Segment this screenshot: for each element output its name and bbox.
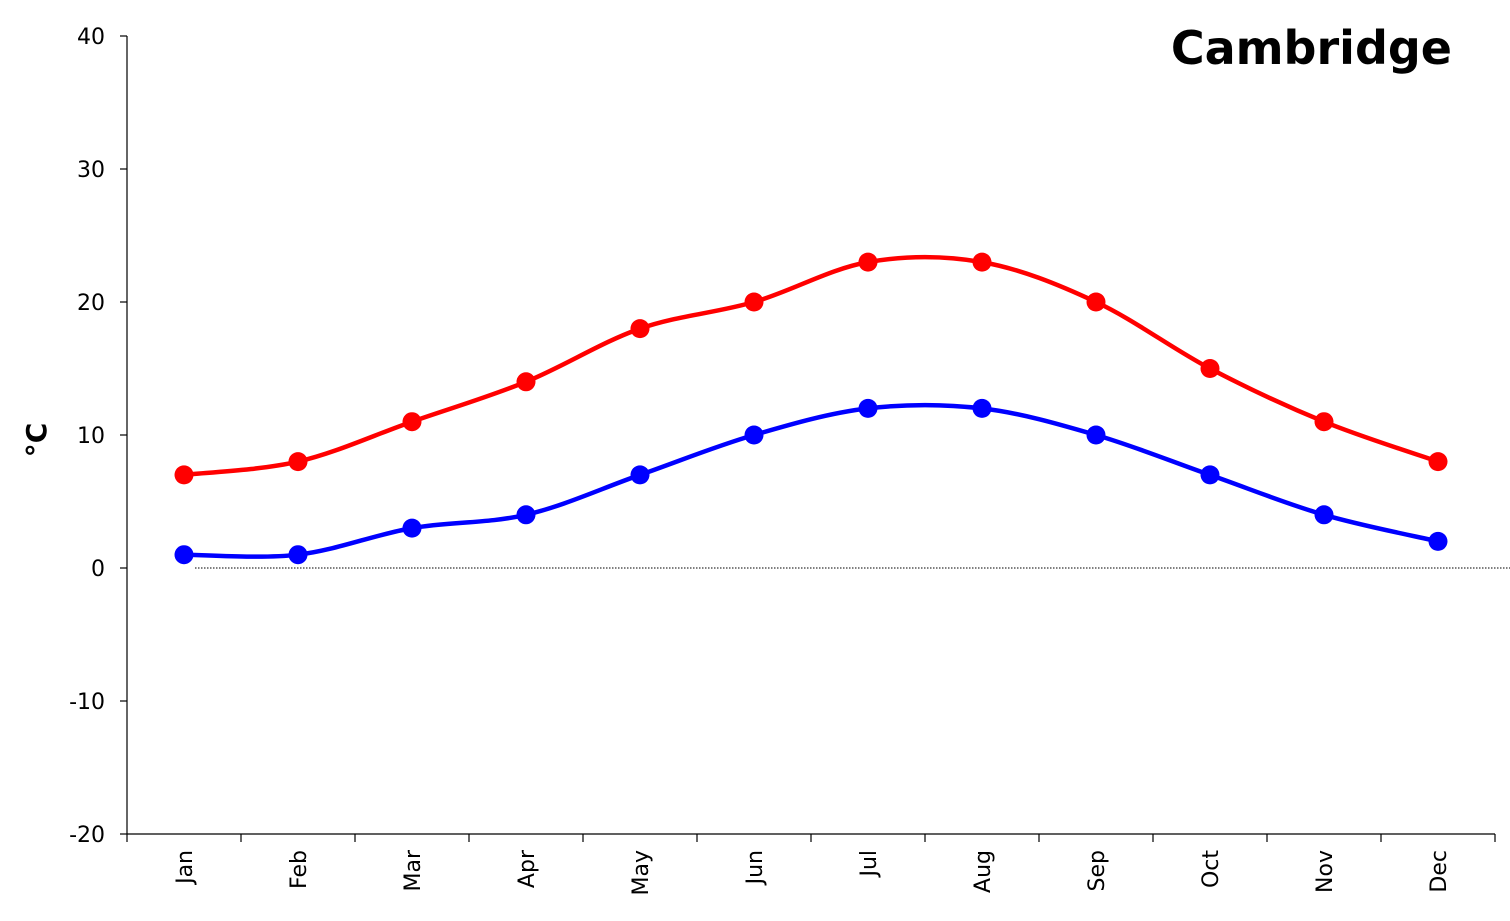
data-point	[858, 252, 878, 272]
data-point	[174, 465, 194, 485]
series-line	[181, 254, 1441, 478]
x-tick-label: Mar	[401, 849, 426, 891]
x-tick-label: Apr	[515, 849, 540, 888]
data-point	[516, 372, 536, 392]
data-point	[1086, 425, 1106, 445]
x-tick-label: Jan	[173, 850, 198, 886]
data-point	[1086, 292, 1106, 312]
x-tick-label: Aug	[971, 850, 996, 893]
data-point	[972, 398, 992, 418]
data-point	[972, 252, 992, 272]
data-point	[630, 465, 650, 485]
x-tick-label: Nov	[1313, 850, 1338, 893]
x-tick-label: May	[629, 850, 654, 895]
y-tick-label: -20	[69, 823, 105, 848]
axes: -20 -10 0 10 20 30 40 Jan Feb Mar Apr May Jun Jul Aug S…	[69, 25, 1510, 895]
y-tick-label: 10	[77, 424, 105, 449]
data-point	[1200, 465, 1220, 485]
y-tick-label: -10	[69, 690, 105, 715]
series-layer	[174, 252, 1448, 565]
y-tick-label: 0	[91, 557, 105, 582]
data-point	[858, 398, 878, 418]
chart-title: Cambridge	[1171, 21, 1452, 75]
y-axis-label: °C	[20, 423, 53, 458]
x-tick-label: Oct	[1199, 850, 1224, 888]
data-point	[288, 452, 308, 472]
data-point	[630, 319, 650, 339]
x-tick-label: Sep	[1085, 850, 1110, 891]
y-tick-label: 40	[77, 25, 105, 50]
series-1	[174, 398, 1448, 565]
x-tick-label: Dec	[1427, 850, 1452, 893]
data-point	[1314, 505, 1334, 525]
series-line	[181, 402, 1441, 559]
data-point	[402, 412, 422, 432]
y-tick-label: 30	[77, 158, 105, 183]
x-tick-label: Jun	[743, 850, 768, 886]
data-point	[1428, 452, 1448, 472]
x-tick-label: Jul	[857, 850, 882, 879]
data-point	[516, 505, 536, 525]
data-point	[1428, 531, 1448, 551]
data-point	[174, 545, 194, 565]
data-point	[288, 545, 308, 565]
data-point	[1314, 412, 1334, 432]
data-point	[402, 518, 422, 538]
data-point	[744, 292, 764, 312]
x-tick-label: Feb	[287, 850, 312, 889]
y-tick-label: 20	[77, 291, 105, 316]
data-point	[1200, 359, 1220, 378]
data-point	[744, 425, 764, 445]
series-0	[174, 252, 1448, 485]
